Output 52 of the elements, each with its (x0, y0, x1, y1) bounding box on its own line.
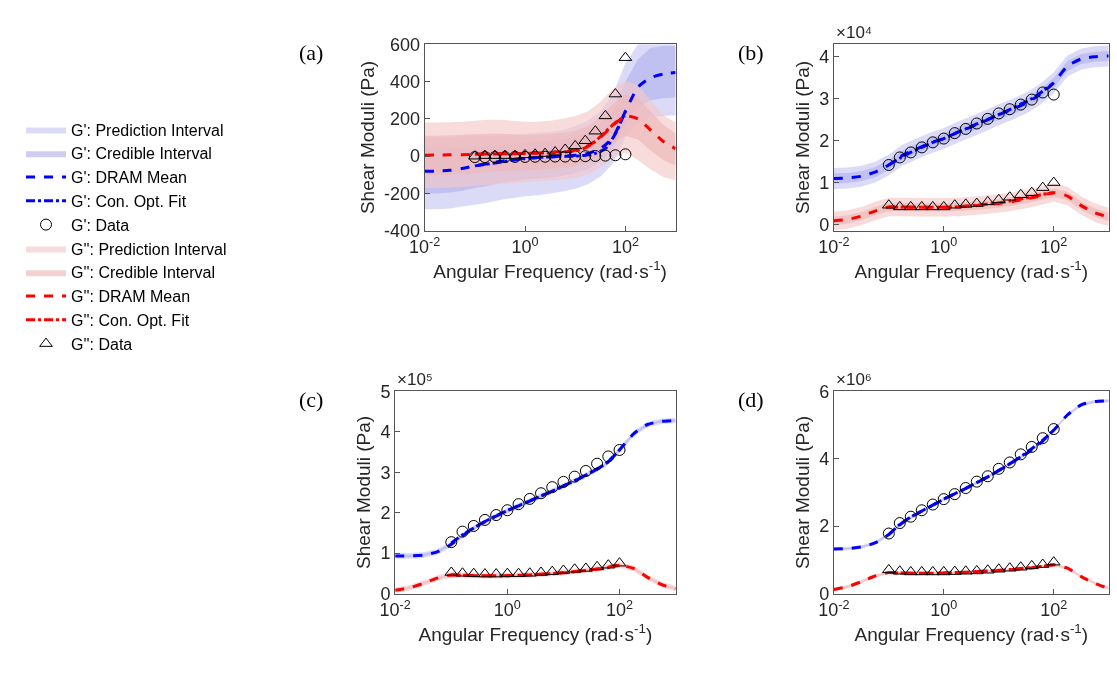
y-tick-label: 0 (819, 214, 830, 235)
y-tick-label: 1 (819, 172, 830, 193)
y-tick-label: 3 (819, 89, 830, 110)
y-tick-label: 6 (819, 381, 830, 402)
y-tick-label: 600 (390, 34, 421, 55)
x-tick-label: 10$^{2}$ (611, 234, 639, 258)
legend-label: G'': Prediction Interval (71, 240, 227, 258)
y-tick-label: 4 (380, 422, 391, 443)
legend-label: G'': Con. Opt. Fit (71, 312, 190, 330)
y-tick-label: -200 (384, 183, 421, 204)
y-axis-title: Shear Moduli (Pa) (792, 415, 814, 569)
legend-label: G': Credible Interval (71, 145, 212, 163)
y-tick-label: 2 (819, 516, 830, 537)
y-tick-label: 4 (819, 47, 830, 68)
text: ×10⁵ (397, 370, 433, 389)
y-axis-title: Shear Moduli (Pa) (353, 415, 375, 569)
chart-title: (b) (738, 40, 764, 65)
y-tick-label: 200 (390, 109, 421, 130)
y-axis-title: Shear Moduli (Pa) (792, 60, 814, 215)
text: ×10⁶ (836, 370, 872, 389)
y-tick-label: 0 (410, 146, 421, 167)
legend-label: G': Prediction Interval (71, 121, 224, 139)
y-tick-label: 2 (819, 130, 830, 151)
legend-label: G'': Credible Interval (71, 264, 215, 282)
y-tick-label: 1 (380, 543, 391, 564)
x-tick-label: 10$^{-2}$ (818, 234, 850, 258)
y-tick-label: 4 (819, 449, 830, 470)
x-tick-label: 10$^{0}$ (930, 234, 958, 258)
x-tick-label: 10$^{0}$ (493, 597, 521, 621)
legend-label: G': Data (71, 216, 130, 234)
y-axis-title: Shear Moduli (Pa) (356, 60, 378, 215)
x-tick-label: 10$^{0}$ (511, 234, 539, 258)
chart-title: (d) (738, 387, 764, 412)
chart-title: (a) (299, 40, 324, 65)
x-tick-label: 10$^{2}$ (606, 597, 634, 621)
x-axis-title: Angular Frequency (rad·s$^{-1}$) (418, 620, 653, 645)
legend-label: G': Con. Opt. Fit (71, 193, 187, 211)
y-tick-label: 5 (380, 381, 391, 402)
y-tick-label: 2 (380, 502, 391, 523)
x-tick-label: 10$^{2}$ (1040, 597, 1068, 621)
x-tick-label: 10$^{0}$ (930, 597, 958, 621)
x-tick-label: 10$^{2}$ (1040, 234, 1068, 258)
legend-label: G'': Data (71, 335, 133, 353)
y-tick-label: 3 (380, 462, 391, 483)
x-axis-title: Angular Frequency (rad·s$^{-1}$) (433, 258, 667, 283)
x-axis-title: Angular Frequency (rad·s$^{-1}$) (854, 258, 1089, 283)
text: ×10⁴ (836, 23, 873, 42)
x-axis-title: Angular Frequency (rad·s$^{-1}$) (854, 620, 1089, 645)
y-tick-label: 400 (390, 71, 421, 92)
legend-label: G'': DRAM Mean (71, 288, 191, 306)
chart-title: (c) (299, 387, 324, 412)
legend-label: G': DRAM Mean (71, 169, 187, 187)
